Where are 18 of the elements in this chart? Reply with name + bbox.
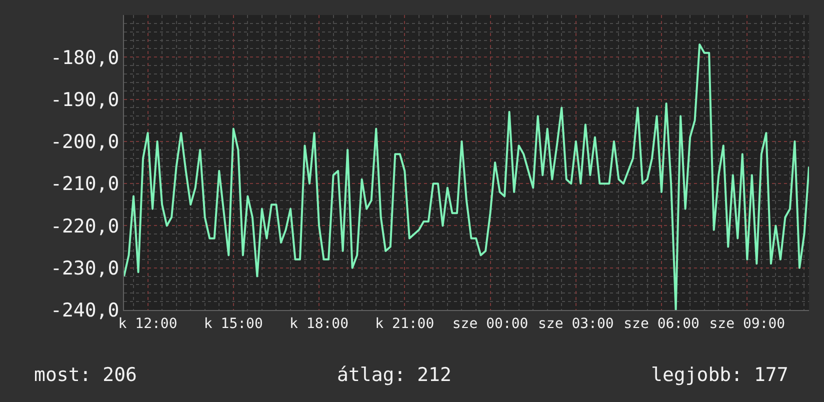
text: legjobb: 177 bbox=[651, 364, 788, 386]
text: átlag: 212 bbox=[337, 364, 452, 386]
y-tick-label: -240,0 bbox=[50, 300, 120, 322]
y-tick-label: -230,0 bbox=[50, 258, 120, 280]
y-tick-label: -190,0 bbox=[50, 88, 120, 111]
x-tick-label: sze 03:00 bbox=[538, 316, 614, 332]
x-tick-label: k 21:00 bbox=[375, 316, 434, 332]
x-tick-label: sze 06:00 bbox=[624, 316, 700, 332]
x-tick-label: sze 09:00 bbox=[709, 316, 786, 332]
text: most: 206 bbox=[34, 364, 137, 386]
y-tick-label: -220,0 bbox=[50, 215, 120, 238]
y-tick-label: -200,0 bbox=[50, 131, 120, 154]
x-tick-label: k 12:00 bbox=[118, 316, 178, 332]
x-tick-label: k 18:00 bbox=[290, 316, 349, 332]
x-tick-label: sze 00:00 bbox=[452, 316, 528, 332]
y-tick-label: -210,0 bbox=[50, 173, 120, 196]
y-tick-label: -180,0 bbox=[50, 46, 120, 69]
x-tick-label: k 15:00 bbox=[204, 316, 263, 332]
